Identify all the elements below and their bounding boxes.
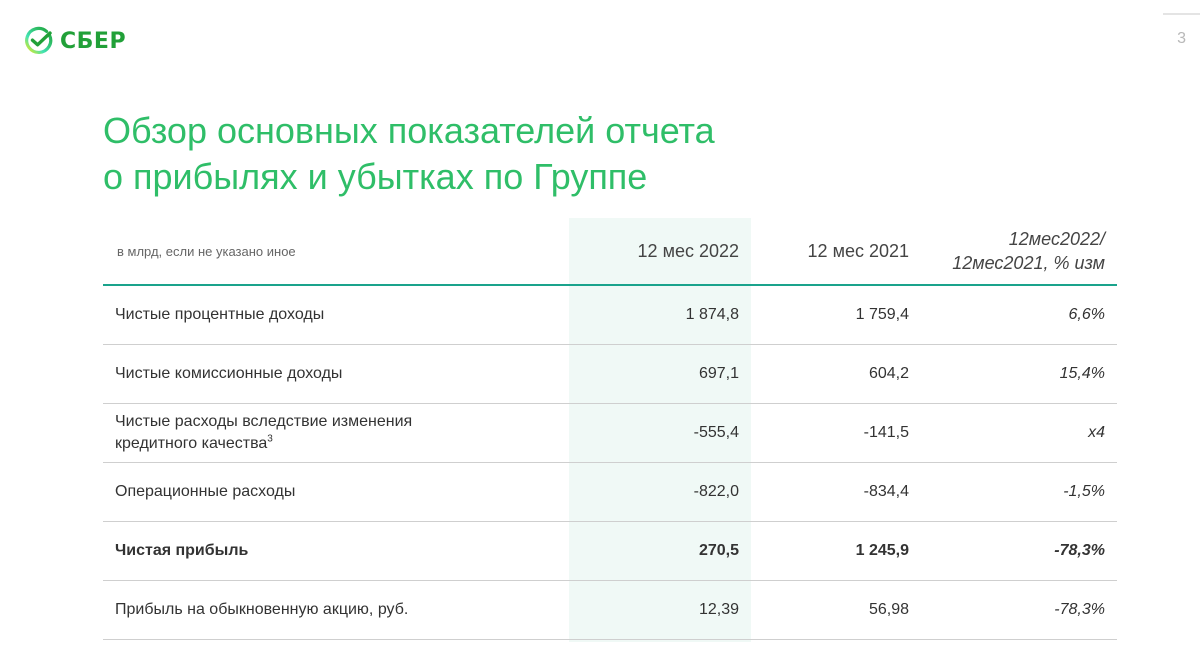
page-title: Обзор основных показателей отчета о приб… (103, 108, 1003, 200)
row-label: Операционные расходы (103, 462, 569, 522)
table-row: Чистые расходы вследствие изменения кред… (103, 403, 1117, 463)
header-12m-2022: 12 мес 2022 (569, 218, 751, 286)
value-2022: -555,4 (569, 403, 751, 463)
table-row-net-profit: Чистая прибыль 270,5 1 245,9 -78,3% (103, 521, 1117, 581)
row-label-line-1: Чистые расходы вследствие изменения (115, 413, 413, 430)
value-2021: 1 759,4 (751, 285, 921, 345)
table-row: Операционные расходы -822,0 -834,4 -1,5% (103, 462, 1117, 522)
table-header-row: в млрд, если не указано иное 12 мес 2022… (103, 218, 1117, 286)
value-change: -78,3% (921, 521, 1117, 581)
header-change: 12мес2022/ 12мес2021, % изм (921, 218, 1117, 286)
value-2022: -822,0 (569, 462, 751, 522)
value-2022: 12,39 (569, 580, 751, 640)
value-change: x4 (921, 403, 1117, 463)
sber-check-icon (25, 26, 53, 54)
page-divider (1163, 13, 1200, 15)
row-label: Чистые расходы вследствие изменения кред… (103, 403, 569, 463)
value-2021: -834,4 (751, 462, 921, 522)
value-2022: 697,1 (569, 344, 751, 404)
table-row: Чистые процентные доходы 1 874,8 1 759,4… (103, 285, 1117, 345)
row-label: Чистые комиссионные доходы (103, 344, 569, 404)
header-change-line-2: 12мес2021, % изм (952, 253, 1105, 273)
header-change-line-1: 12мес2022/ (1008, 229, 1105, 249)
page-title-line-2: о прибылях и убытках по Группе (103, 156, 648, 197)
value-2022: 270,5 (569, 521, 751, 581)
value-2021: -141,5 (751, 403, 921, 463)
value-change: 6,6% (921, 285, 1117, 345)
row-label: Прибыль на обыкновенную акцию, руб. (103, 580, 569, 640)
value-2021: 56,98 (751, 580, 921, 640)
value-change: 15,4% (921, 344, 1117, 404)
row-label: Чистые процентные доходы (103, 285, 569, 345)
units-note: в млрд, если не указано иное (103, 218, 569, 286)
income-statement-table: в млрд, если не указано иное 12 мес 2022… (103, 218, 1117, 640)
row-label: Чистая прибыль (103, 521, 569, 581)
brand-name: СБЕР (60, 28, 127, 54)
value-2021: 604,2 (751, 344, 921, 404)
sber-logo: СБЕР (24, 26, 126, 56)
table-row: Прибыль на обыкновенную акцию, руб. 12,3… (103, 580, 1117, 640)
header-12m-2021: 12 мес 2021 (751, 218, 921, 286)
page-title-line-1: Обзор основных показателей отчета (103, 110, 715, 151)
table-row: Чистые комиссионные доходы 697,1 604,2 1… (103, 344, 1117, 404)
value-change: -78,3% (921, 580, 1117, 640)
row-label-line-2: кредитного качества (115, 435, 268, 452)
value-2022: 1 874,8 (569, 285, 751, 345)
page-number: 3 (1177, 30, 1186, 47)
value-change: -1,5% (921, 462, 1117, 522)
footnote-marker: 3 (267, 433, 273, 445)
value-2021: 1 245,9 (751, 521, 921, 581)
